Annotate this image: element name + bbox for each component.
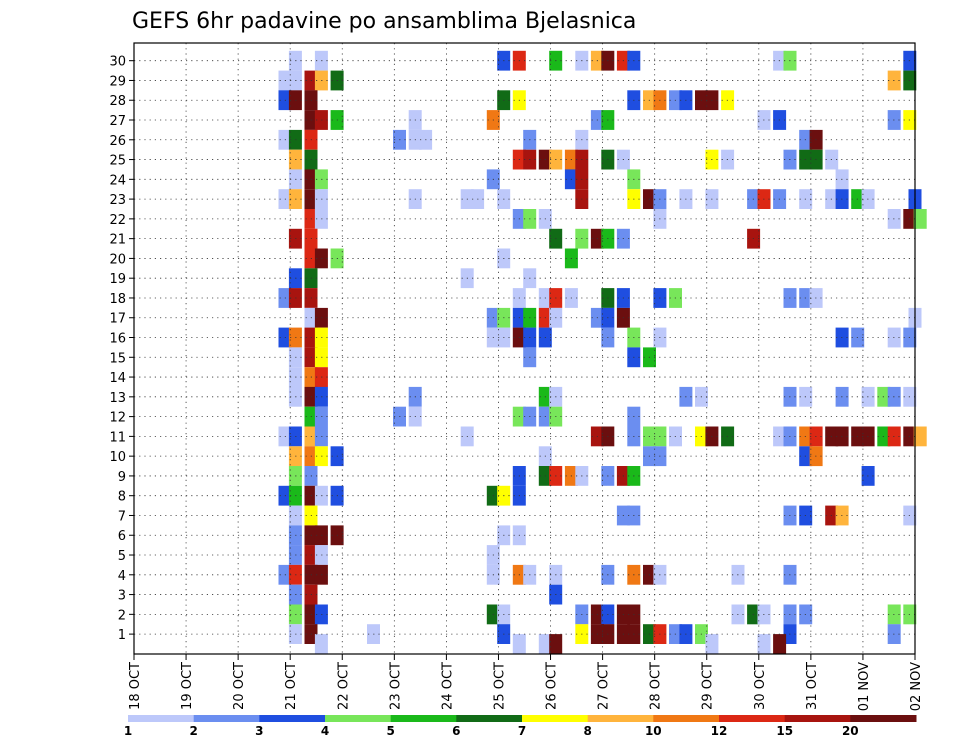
colorbar-label: 15 bbox=[776, 724, 793, 738]
x-tick-label: 27 OCT bbox=[597, 662, 612, 710]
y-tick-label: 24 bbox=[109, 173, 126, 188]
y-tick-label: 19 bbox=[109, 272, 126, 287]
x-tick-label: 21 OCT bbox=[284, 662, 299, 710]
y-tick-label: 18 bbox=[109, 292, 126, 307]
y-tick-label: 6 bbox=[118, 529, 126, 544]
colorbar-label: 4 bbox=[321, 724, 329, 738]
x-tick-label: 20 OCT bbox=[232, 662, 247, 710]
y-tick-label: 29 bbox=[109, 74, 126, 89]
y-tick-label: 25 bbox=[109, 154, 126, 169]
y-tick-label: 4 bbox=[118, 569, 126, 584]
colorbar-swatch bbox=[719, 715, 786, 722]
colorbar-swatch bbox=[325, 715, 392, 722]
colorbar-label: 5 bbox=[387, 724, 395, 738]
x-tick-label: 24 OCT bbox=[440, 662, 455, 710]
x-tick-label: 25 OCT bbox=[493, 662, 508, 710]
y-tick-label: 21 bbox=[109, 233, 126, 248]
colorbar-swatch bbox=[653, 715, 720, 722]
y-tick-label: 27 bbox=[109, 114, 126, 129]
x-tick-label: 22 OCT bbox=[336, 662, 351, 710]
precip-cell bbox=[314, 634, 328, 654]
y-tick-label: 16 bbox=[109, 332, 126, 347]
x-tick-label: 18 OCT bbox=[128, 662, 143, 710]
precip-cell bbox=[773, 634, 787, 654]
colorbar-swatch bbox=[784, 715, 851, 722]
y-tick-label: 22 bbox=[109, 213, 126, 228]
precip-cell bbox=[913, 426, 927, 447]
colorbar-label: 1 bbox=[124, 724, 132, 738]
y-tick-label: 10 bbox=[109, 450, 126, 465]
y-tick-label: 14 bbox=[109, 371, 126, 386]
colorbar-label: 3 bbox=[255, 724, 263, 738]
colorbar-swatch bbox=[456, 715, 523, 722]
precip-cell bbox=[538, 634, 552, 654]
x-tick-label: 30 OCT bbox=[753, 662, 768, 710]
colorbar-swatch bbox=[390, 715, 457, 722]
colorbar-label: 6 bbox=[452, 724, 460, 738]
x-tick-label: 23 OCT bbox=[388, 662, 403, 710]
y-tick-label: 3 bbox=[118, 589, 126, 604]
colorbar-label: 8 bbox=[584, 724, 592, 738]
x-tick-label: 02 NOV bbox=[909, 662, 924, 711]
y-tick-label: 23 bbox=[109, 193, 126, 208]
precip-cell bbox=[757, 634, 771, 654]
y-tick-label: 1 bbox=[118, 628, 126, 643]
colorbar-swatch bbox=[522, 715, 589, 722]
colorbar-label: 7 bbox=[518, 724, 526, 738]
colorbar-label: 20 bbox=[842, 724, 859, 738]
colorbar: 1 2 3 4 5 6 7 8 10 12 15 20 bbox=[124, 715, 917, 738]
y-tick-label: 15 bbox=[109, 351, 126, 366]
y-tick-label: 9 bbox=[118, 470, 126, 485]
colorbar-swatch bbox=[128, 715, 195, 722]
precip-cell bbox=[549, 634, 563, 654]
x-axis: 18 OCT 19 OCT 20 OCT 21 OCT 22 OCT 23 OCT 24 O… bbox=[128, 654, 924, 711]
y-tick-label: 2 bbox=[118, 608, 126, 623]
colorbar-swatch bbox=[587, 715, 654, 722]
y-tick-label: 11 bbox=[109, 430, 126, 445]
precip-cell bbox=[512, 634, 526, 654]
y-tick-label: 20 bbox=[109, 252, 126, 267]
y-tick-label: 12 bbox=[109, 411, 126, 426]
y-tick-label: 7 bbox=[118, 509, 126, 524]
colorbar-swatch bbox=[193, 715, 260, 722]
precip-cell bbox=[913, 209, 927, 229]
y-tick-label: 8 bbox=[118, 490, 126, 505]
y-tick-label: 5 bbox=[118, 549, 126, 564]
colorbar-label: 10 bbox=[645, 724, 662, 738]
chart-title: GEFS 6hr padavine po ansamblima Bjelasni… bbox=[132, 9, 636, 34]
y-tick-label: 28 bbox=[109, 94, 126, 109]
colorbar-label: 2 bbox=[190, 724, 198, 738]
x-tick-label: 26 OCT bbox=[545, 662, 560, 710]
y-tick-label: 26 bbox=[109, 134, 126, 149]
x-tick-label: 01 NOV bbox=[857, 662, 872, 711]
x-tick-label: 19 OCT bbox=[180, 662, 195, 710]
x-tick-label: 28 OCT bbox=[649, 662, 664, 710]
plot-frame bbox=[133, 42, 916, 655]
colorbar-swatch bbox=[259, 715, 326, 722]
grid-layer bbox=[134, 43, 915, 654]
precip-cell bbox=[705, 634, 719, 654]
y-tick-label: 30 bbox=[109, 55, 126, 70]
y-axis: 1234567891011121314151617181920212223242… bbox=[109, 55, 134, 643]
colorbar-label: 12 bbox=[711, 724, 728, 738]
y-tick-label: 13 bbox=[109, 391, 126, 406]
x-tick-label: 29 OCT bbox=[701, 662, 716, 710]
x-tick-label: 31 OCT bbox=[805, 662, 820, 710]
colorbar-swatch bbox=[850, 715, 917, 722]
y-tick-label: 17 bbox=[109, 312, 126, 327]
